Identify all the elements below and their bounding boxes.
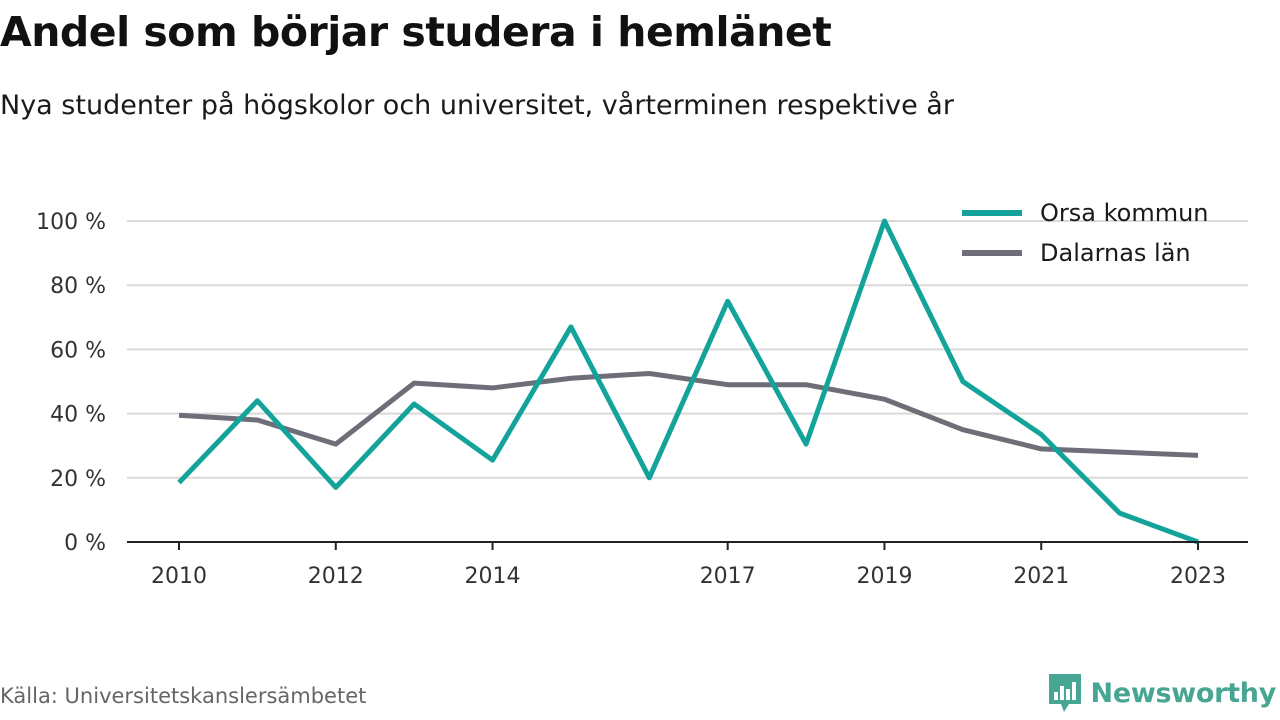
brand-name: Newsworthy [1090,677,1277,709]
y-tick-label: 20 % [50,467,106,492]
x-tick-label: 2019 [856,564,912,589]
source-note: Källa: Universitetskanslersämbetet [0,684,367,708]
y-tick-label: 100 % [36,210,106,235]
x-tick-label: 2017 [700,564,756,589]
x-tick-label: 2010 [151,564,207,589]
x-tick-label: 2012 [308,564,364,589]
legend-label: Orsa kommun [1040,199,1209,227]
grid-lines [127,220,1248,479]
series-line-orsa-kommun [177,218,1199,545]
y-tick-label: 60 % [50,338,106,363]
newsworthy-logo-icon [1048,674,1081,712]
chart-title: Andel som börjar studera i hemlänet [0,8,832,56]
legend: Orsa kommun Dalarnas län [962,199,1209,267]
y-tick-label: 0 % [64,531,106,556]
x-tick-label: 2014 [465,564,521,589]
y-axis-tick-labels: 0 % 20 % 40 % 60 % 80 % 100 % [36,210,106,556]
brand: Newsworthy [1047,672,1276,714]
y-tick-label: 80 % [50,274,106,299]
series-lines [177,218,1199,545]
x-tick-label: 2023 [1170,564,1226,589]
x-axis-tick-labels: 2010 2012 2014 2017 2019 2021 2023 [151,542,1226,589]
chart-subtitle: Nya studenter på högskolor och universit… [0,90,954,121]
y-tick-label: 40 % [50,403,106,428]
x-tick-label: 2021 [1013,564,1069,589]
legend-label: Dalarnas län [1040,239,1191,267]
series-line-dalarnas-lan [178,370,1199,458]
